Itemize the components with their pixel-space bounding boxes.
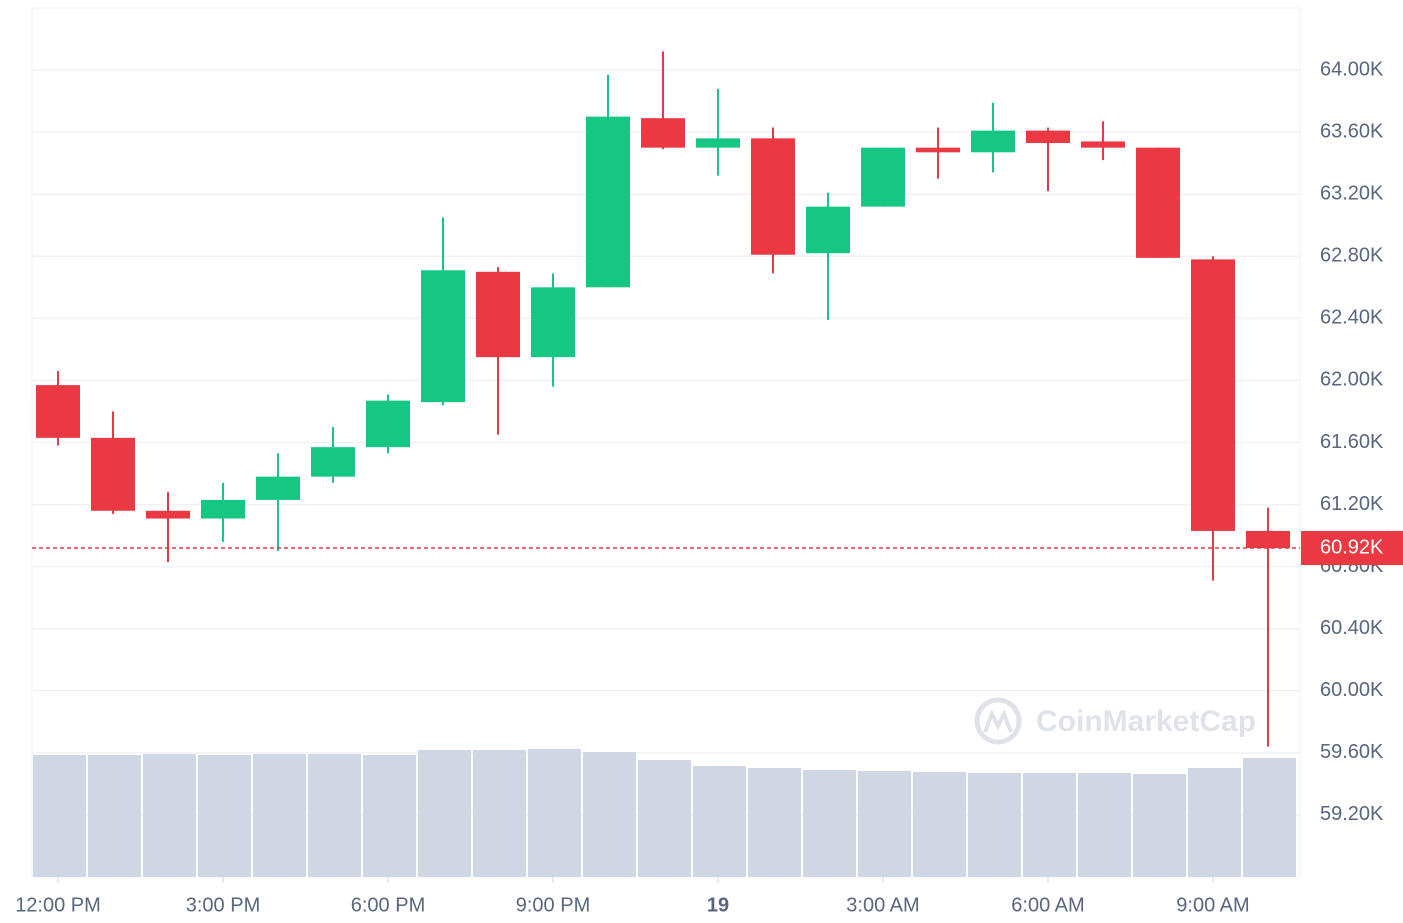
candle-body <box>641 118 685 148</box>
watermark: CoinMarketCap <box>974 697 1256 745</box>
volume-bar <box>1023 773 1076 877</box>
volume-bar <box>583 752 636 877</box>
candle-body <box>861 147 905 207</box>
volume-bar <box>253 754 306 877</box>
candle-body <box>531 287 575 358</box>
volume-bar <box>1188 768 1241 877</box>
candle-body <box>36 385 80 438</box>
last-price-label: 60.92K <box>1320 536 1384 558</box>
candle-body <box>1191 259 1235 531</box>
y-tick-label: 64.00K <box>1320 58 1384 80</box>
volume-bar <box>968 773 1021 877</box>
candle-body <box>256 476 300 500</box>
volume-bar <box>198 755 251 877</box>
y-tick-label: 60.40K <box>1320 617 1384 639</box>
candle-body <box>696 138 740 148</box>
candle-body <box>366 400 410 448</box>
candle-body <box>971 130 1015 153</box>
candle-body <box>586 116 630 288</box>
x-tick-label: 3:00 AM <box>846 894 919 916</box>
volume-bar <box>748 768 801 877</box>
candle-body <box>1081 141 1125 148</box>
volume-bar <box>1133 774 1186 877</box>
watermark-logo <box>974 697 1022 745</box>
candle-body <box>751 138 795 255</box>
candle-body <box>91 437 135 511</box>
volume-bar <box>363 755 416 877</box>
watermark-logo-mark <box>983 709 1013 733</box>
y-tick-label: 59.20K <box>1320 803 1384 825</box>
y-tick-label: 62.40K <box>1320 307 1384 329</box>
x-tick-label: 6:00 AM <box>1011 894 1084 916</box>
x-tick-label: 6:00 PM <box>351 894 425 916</box>
volume-bar <box>913 772 966 877</box>
candle-body <box>476 271 520 358</box>
watermark-text: CoinMarketCap <box>1036 705 1256 738</box>
volume-bar <box>143 754 196 877</box>
volume-bar <box>1243 758 1296 877</box>
y-tick-label: 63.20K <box>1320 182 1384 204</box>
candle-body <box>916 147 960 153</box>
volume-bar <box>1078 773 1131 877</box>
x-tick-label: 12:00 PM <box>15 894 101 916</box>
volume-bar <box>308 754 361 877</box>
y-tick-label: 61.60K <box>1320 431 1384 453</box>
y-tick-label: 59.60K <box>1320 741 1384 763</box>
volume-bar <box>693 766 746 877</box>
volume-bar <box>638 760 691 877</box>
candle-body <box>146 510 190 519</box>
volume-bar <box>528 749 581 877</box>
candle-body <box>806 206 850 254</box>
x-tick-label: 3:00 PM <box>186 894 260 916</box>
x-tick-label: 19 <box>707 894 729 916</box>
volume-bar <box>473 750 526 877</box>
volume-bar <box>858 771 911 877</box>
volume-bar <box>418 750 471 877</box>
candle-body <box>1026 130 1070 144</box>
candle-body <box>311 447 355 477</box>
volume-bar <box>803 770 856 877</box>
y-tick-label: 61.20K <box>1320 493 1384 515</box>
y-tick-label: 62.00K <box>1320 369 1384 391</box>
volume-bar <box>88 755 141 877</box>
y-tick-label: 63.60K <box>1320 120 1384 142</box>
x-tick-label: 9:00 PM <box>516 894 590 916</box>
candle-body <box>201 499 245 519</box>
x-tick-label: 9:00 AM <box>1176 894 1249 916</box>
candle-body <box>1246 530 1290 549</box>
y-tick-label: 62.80K <box>1320 245 1384 267</box>
y-tick-label: 60.00K <box>1320 679 1384 701</box>
last-price-tag <box>1301 531 1403 566</box>
candle-body <box>421 270 465 403</box>
volume-bar <box>33 755 86 877</box>
candle-body <box>1136 147 1180 258</box>
